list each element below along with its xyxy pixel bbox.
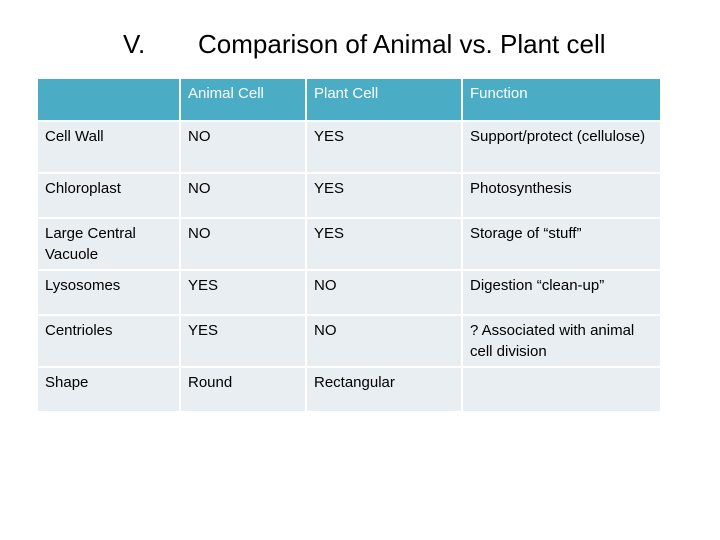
animal-cell-value: Round <box>179 366 307 413</box>
plant-cell-value: Rectangular <box>305 366 463 413</box>
structure-cell: Large Central Vacuole <box>36 217 181 271</box>
section-numeral: V. <box>123 29 146 59</box>
table-row: Chloroplast NO YES Photosynthesis <box>36 172 662 219</box>
header-cell-blank <box>36 77 181 122</box>
table-header-row: Animal Cell Plant Cell Function <box>36 77 662 122</box>
comparison-table: Animal Cell Plant Cell Function Cell Wal… <box>36 77 662 413</box>
table-row: Shape Round Rectangular <box>36 366 662 413</box>
function-cell: Photosynthesis <box>461 172 662 219</box>
function-cell: ? Associated with animal cell division <box>461 314 662 368</box>
structure-cell: Centrioles <box>36 314 181 368</box>
plant-cell-value: YES <box>305 120 463 174</box>
function-cell: Digestion “clean-up” <box>461 269 662 316</box>
table-row: Large Central Vacuole NO YES Storage of … <box>36 217 662 271</box>
structure-cell: Shape <box>36 366 181 413</box>
animal-cell-value: NO <box>179 120 307 174</box>
function-cell: Support/protect (cellulose) <box>461 120 662 174</box>
table-row: Lysosomes YES NO Digestion “clean-up” <box>36 269 662 316</box>
table-row: Centrioles YES NO ? Associated with anim… <box>36 314 662 368</box>
structure-cell: Chloroplast <box>36 172 181 219</box>
animal-cell-value: NO <box>179 217 307 271</box>
header-cell-function: Function <box>461 77 662 122</box>
table-row: Cell Wall NO YES Support/protect (cellul… <box>36 120 662 174</box>
header-cell-plant: Plant Cell <box>305 77 463 122</box>
animal-cell-value: YES <box>179 314 307 368</box>
function-cell: Storage of “stuff” <box>461 217 662 271</box>
page-title: Comparison of Animal vs. Plant cell <box>198 29 606 59</box>
structure-cell: Cell Wall <box>36 120 181 174</box>
plant-cell-value: YES <box>305 172 463 219</box>
plant-cell-value: NO <box>305 314 463 368</box>
header-cell-animal: Animal Cell <box>179 77 307 122</box>
slide-title: V. Comparison of Animal vs. Plant cell <box>0 26 720 62</box>
animal-cell-value: NO <box>179 172 307 219</box>
plant-cell-value: YES <box>305 217 463 271</box>
plant-cell-value: NO <box>305 269 463 316</box>
animal-cell-value: YES <box>179 269 307 316</box>
function-cell <box>461 366 662 413</box>
structure-cell: Lysosomes <box>36 269 181 316</box>
